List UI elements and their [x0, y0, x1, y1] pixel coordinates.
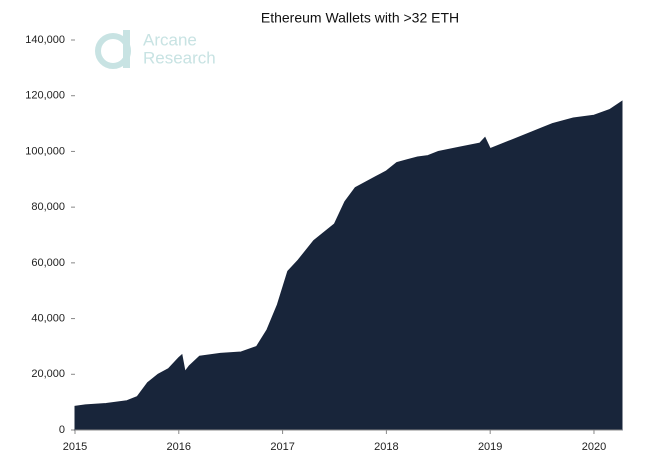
x-tick-label: 2018: [374, 441, 398, 453]
logo-text: Arcane: [143, 30, 197, 49]
chart-title: Ethereum Wallets with >32 ETH: [261, 10, 459, 26]
y-tick-label: 80,000: [31, 201, 65, 213]
y-tick-label: 140,000: [25, 34, 65, 46]
logo-text: Research: [143, 48, 216, 67]
x-tick-label: 2019: [478, 441, 502, 453]
y-tick-label: 60,000: [31, 257, 65, 269]
area: [74, 100, 623, 431]
logo-icon-bar: [123, 30, 130, 68]
y-tick-label: 0: [59, 424, 65, 436]
x-tick-label: 2020: [582, 441, 606, 453]
y-tick-label: 40,000: [31, 312, 65, 324]
x-tick-label: 2017: [270, 441, 294, 453]
x-tick-label: 2015: [63, 441, 87, 453]
logo: Arcane Research: [95, 30, 216, 69]
x-tick-label: 2016: [167, 441, 191, 453]
y-tick-label: 120,000: [25, 90, 65, 102]
y-tick-label: 20,000: [31, 368, 65, 380]
y-tick-label: 100,000: [25, 145, 65, 157]
